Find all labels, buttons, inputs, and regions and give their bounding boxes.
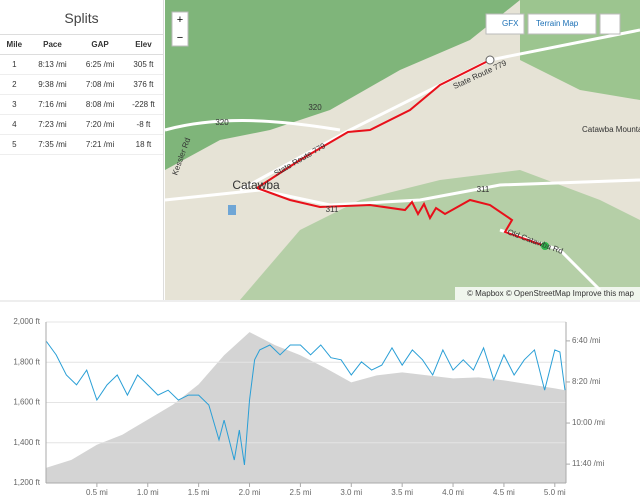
x-tick-label: 4.0 mi xyxy=(442,488,464,497)
split-cell: 8:08 /mi xyxy=(76,94,124,115)
split-cell: 3 xyxy=(0,94,29,115)
split-cell: 2 xyxy=(0,74,29,95)
pace-line xyxy=(45,340,566,466)
chart: 1,200 ft 1,400 ft 1,600 ft 1,800 ft 2,000 ft… xyxy=(13,317,605,497)
map-type-bg[interactable] xyxy=(527,13,597,35)
split-row: 1 8:13 /mi 6:25 /mi 305 ft xyxy=(0,54,163,75)
forest xyxy=(240,170,640,300)
x-tick-label: 3.5 mi xyxy=(391,488,413,497)
split-cell: 9:38 /mi xyxy=(28,74,77,95)
splits-table: Mile Pace GAP Elev 1 8:13 /mi 6:25 /mi 305 ft 2 9… xyxy=(0,34,163,155)
route-shield: 320 xyxy=(308,103,322,112)
x-tick-label: 5.0 mi xyxy=(544,488,566,497)
split-cell: 7:16 /mi xyxy=(28,94,77,115)
route-shield: 320 xyxy=(215,118,229,127)
split-cell: 7:08 /mi xyxy=(76,74,124,95)
gfx-button-bg[interactable] xyxy=(485,13,525,35)
y-tick-label: 1,400 ft xyxy=(13,438,40,447)
split-cell: -8 ft xyxy=(123,114,163,135)
y-tick-label: 1,200 ft xyxy=(13,478,40,487)
route-shield: 311 xyxy=(477,185,490,194)
column-header: Elev xyxy=(123,34,163,55)
column-header: Mile xyxy=(0,34,29,55)
start-marker xyxy=(485,55,495,65)
x-tick-label: 1.0 mi xyxy=(137,488,159,497)
split-cell: 305 ft xyxy=(123,54,163,75)
road xyxy=(239,28,640,192)
zoom-in[interactable]: + xyxy=(177,14,183,26)
split-row: 3 7:16 /mi 8:08 /mi -228 ft xyxy=(0,94,163,115)
splits-body: 1 8:13 /mi 6:25 /mi 305 ft 2 9:38 /mi 7:08 /mi… xyxy=(0,54,163,155)
end-marker xyxy=(541,242,549,250)
gfx-button[interactable]: GFX xyxy=(502,19,519,28)
y2-tick-label: 8:20 /mi xyxy=(572,377,601,386)
split-cell: 7:20 /mi xyxy=(76,114,124,135)
y2-tick-label: 10:00 /mi xyxy=(572,418,605,427)
fullscreen-button[interactable] xyxy=(599,13,621,35)
map-type-button[interactable]: Terrain Map xyxy=(536,19,579,28)
split-cell: 8:13 /mi xyxy=(28,54,77,75)
zoom-control xyxy=(171,11,189,47)
x-tick-label: 1.5 mi xyxy=(188,488,210,497)
splits-panel: Splits Mile Pace GAP Elev 1 8:13 /mi 6:25 /mi 3… xyxy=(0,0,164,300)
split-cell: 7:23 /mi xyxy=(28,114,77,135)
split-cell: 5 xyxy=(0,134,29,155)
elevation-area xyxy=(46,332,566,483)
zoom-out[interactable]: − xyxy=(177,32,183,44)
split-row: 4 7:23 /mi 7:20 /mi -8 ft xyxy=(0,114,163,135)
road xyxy=(164,178,640,207)
x-tick-label: 2.0 mi xyxy=(239,488,261,497)
y-tick-label: 2,000 ft xyxy=(13,317,40,326)
y2-tick-label: 6:40 /mi xyxy=(572,336,601,345)
forest xyxy=(165,0,520,170)
split-cell: 6:25 /mi xyxy=(76,54,124,75)
split-cell: 1 xyxy=(0,54,29,75)
y-tick-label: 1,600 ft xyxy=(13,398,40,407)
water xyxy=(228,205,236,215)
split-row: 2 9:38 /mi 7:08 /mi 376 ft xyxy=(0,74,163,95)
column-header: GAP xyxy=(76,34,124,55)
split-cell: -228 ft xyxy=(123,94,163,115)
split-cell: 4 xyxy=(0,114,29,135)
x-tick-label: 3.0 mi xyxy=(340,488,362,497)
place-label: Catawba Mountain xyxy=(582,125,640,134)
x-tick-label: 2.5 mi xyxy=(290,488,312,497)
x-tick-label: 4.5 mi xyxy=(493,488,515,497)
map: Catawba State Route 779 State Route 779 … xyxy=(164,0,640,300)
split-cell: 376 ft xyxy=(123,74,163,95)
road xyxy=(164,119,341,132)
y2-tick-label: 11:40 /mi xyxy=(572,459,605,468)
column-header: Pace xyxy=(28,34,77,55)
splits-title: Splits xyxy=(64,10,99,26)
x-tick-label: 0.5 mi xyxy=(86,488,108,497)
attribution-bg xyxy=(455,287,640,300)
attribution: © Mapbox © OpenStreetMap Improve this ma… xyxy=(467,289,635,298)
y-tick-label: 1,800 ft xyxy=(13,357,40,366)
header-row: Mile Pace GAP Elev xyxy=(0,34,163,55)
route-shield: 311 xyxy=(326,205,339,214)
split-cell: 7:35 /mi xyxy=(28,134,77,155)
split-cell: 18 ft xyxy=(123,134,163,155)
place-label: Catawba xyxy=(232,178,280,192)
split-cell: 7:21 /mi xyxy=(76,134,124,155)
route xyxy=(256,59,546,247)
split-row: 5 7:35 /mi 7:21 /mi 18 ft xyxy=(0,134,163,155)
